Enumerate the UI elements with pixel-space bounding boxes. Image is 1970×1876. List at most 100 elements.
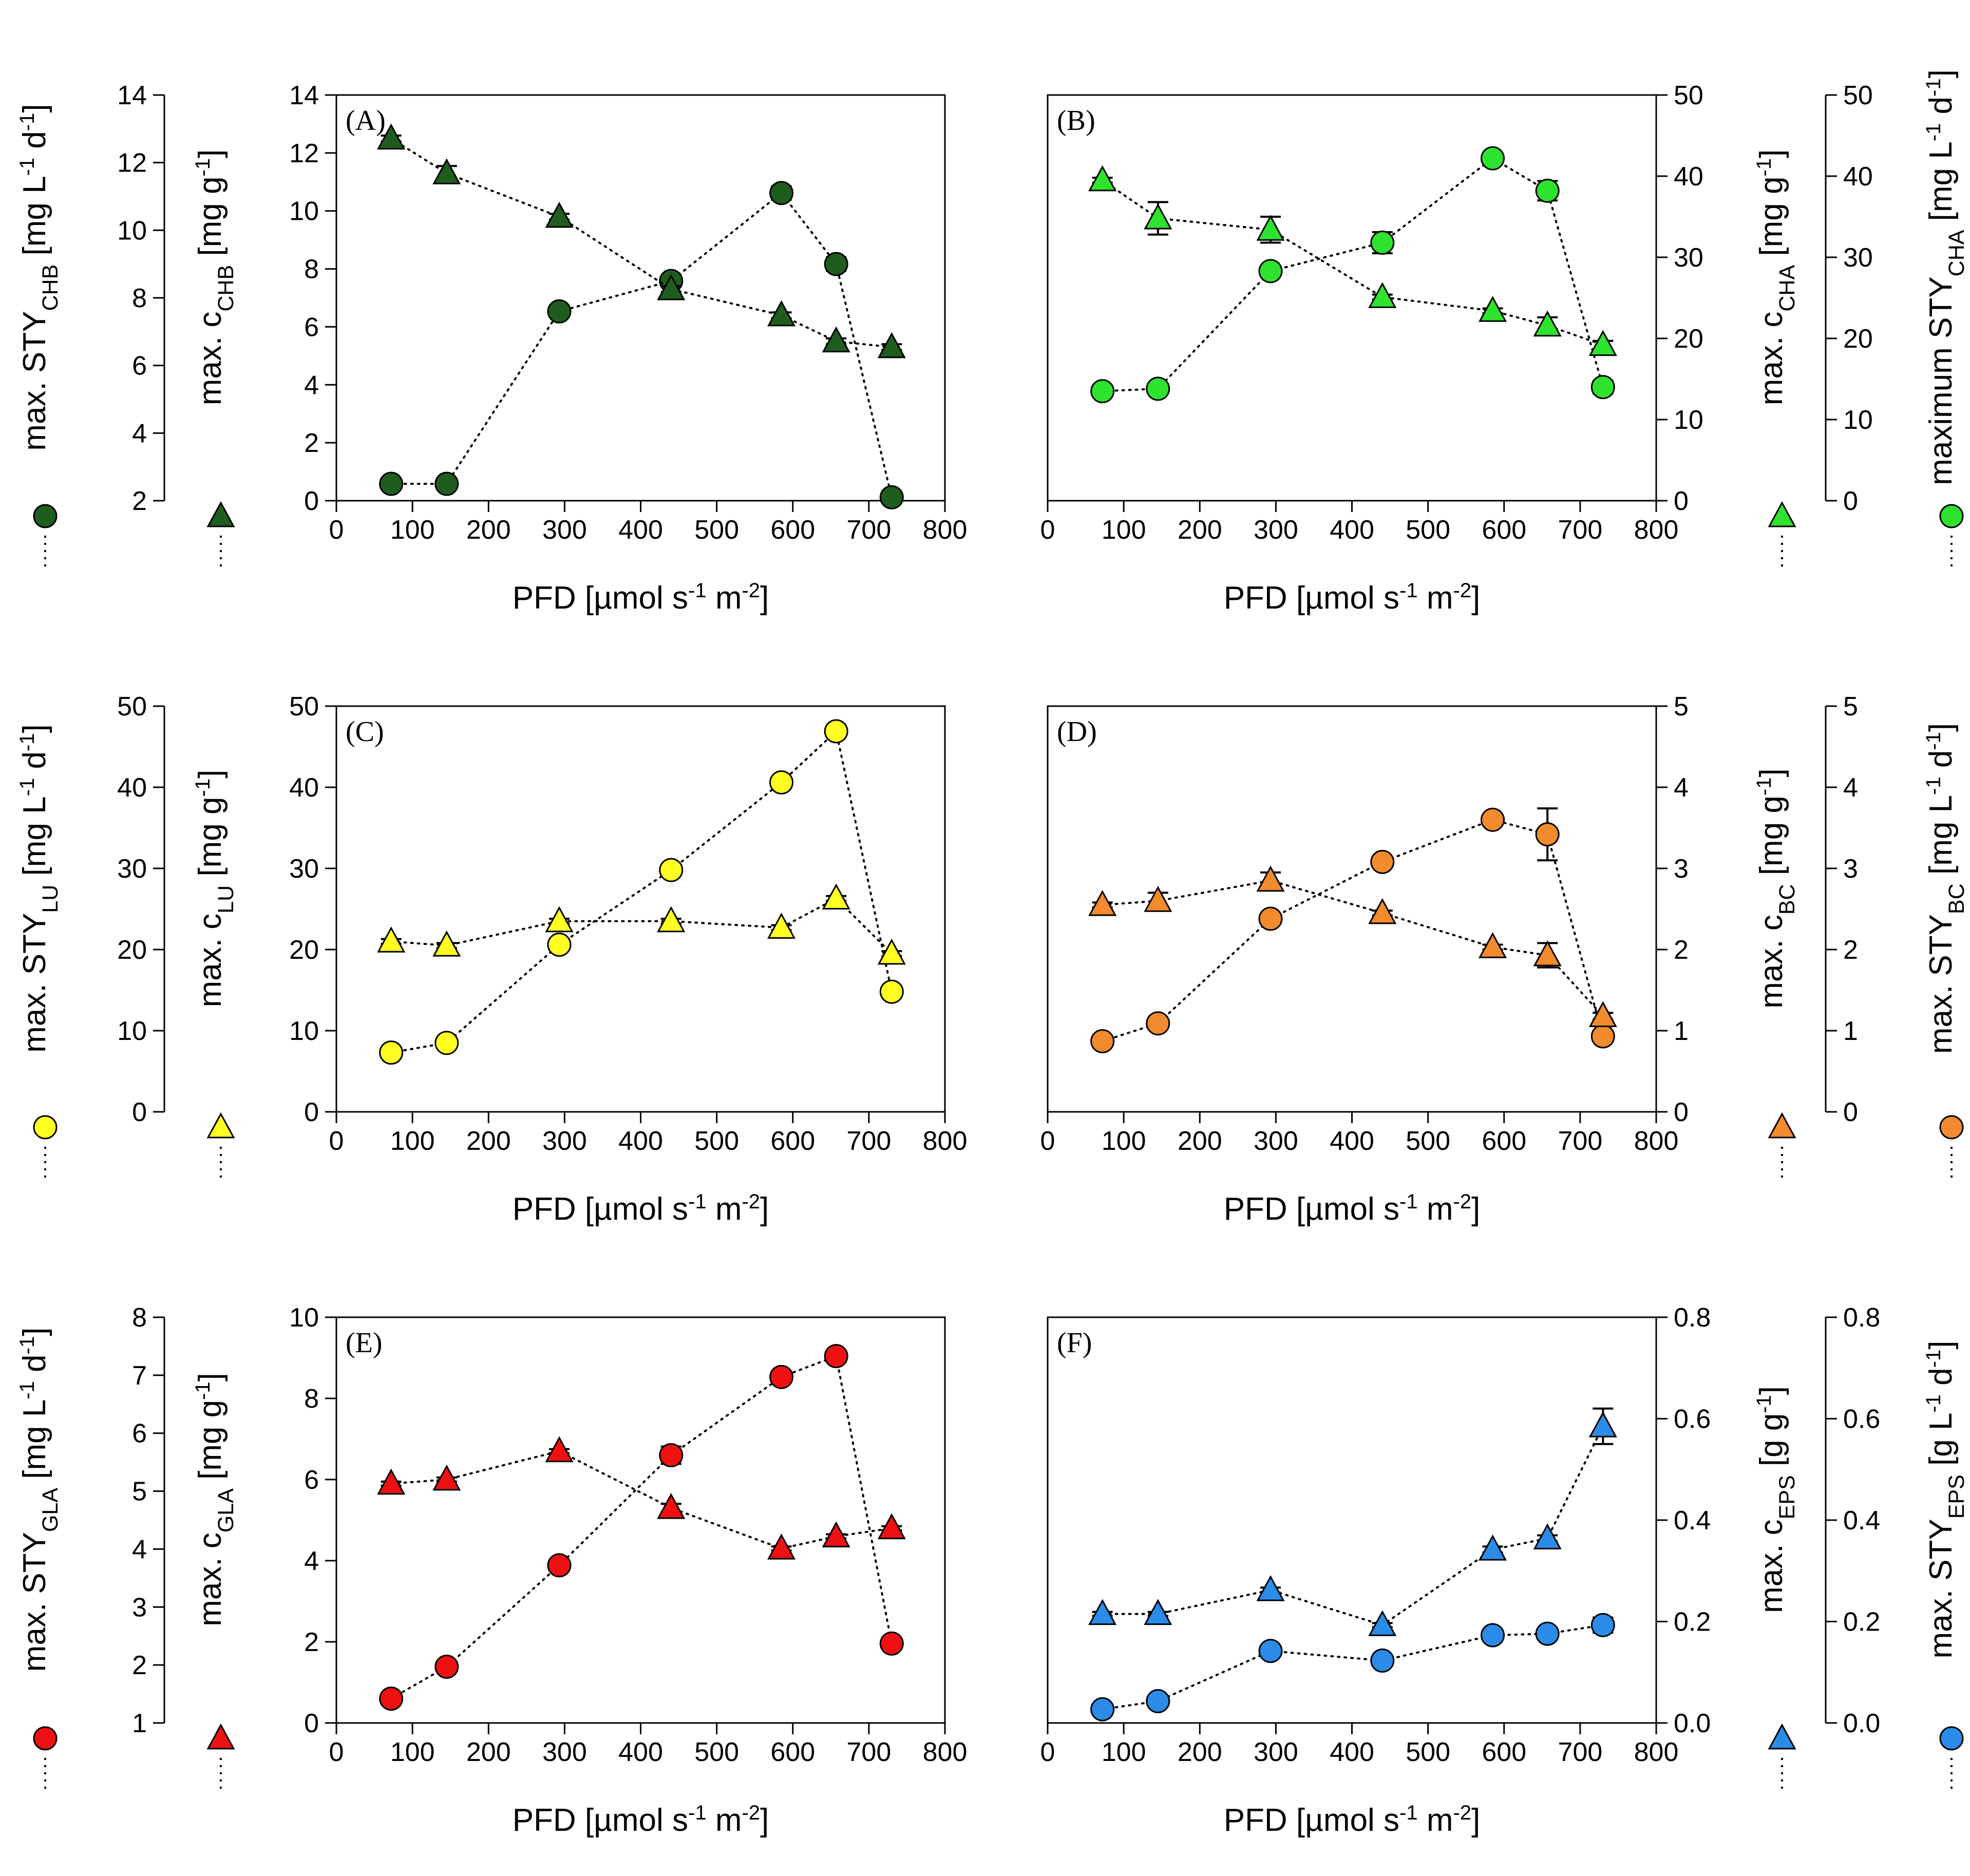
y-tick-label: 10 (289, 197, 319, 226)
data-point-triangle (1368, 282, 1397, 308)
data-point-circle (1590, 1613, 1615, 1637)
y-tick-label: 3 (132, 1593, 147, 1622)
y-tick-label: 0.2 (1843, 1607, 1880, 1637)
legend-triangle-marker (206, 1723, 235, 1750)
x-tick-label: 500 (694, 1126, 739, 1156)
y-axis-label: max. STYEPS [g L-1 d-1] (1922, 1341, 1969, 1659)
data-point-circle (1258, 1639, 1283, 1663)
y-tick-label: 0.8 (1674, 1303, 1711, 1333)
y-axis-label: max. STYGLA [mg L-1 d-1] (16, 1328, 63, 1672)
plot-frame (335, 94, 946, 502)
x-tick-label: 600 (770, 1737, 815, 1767)
data-point-triangle (1368, 1610, 1397, 1636)
data-point-circle (379, 471, 404, 496)
y-axis-label: max. cCHA [mg g-1] (1753, 149, 1799, 406)
x-tick-label: 700 (846, 1126, 891, 1156)
data-point-circle (1258, 906, 1283, 931)
data-point-circle (824, 719, 848, 744)
data-point-circle (1090, 379, 1115, 404)
y-tick-label: 3 (1843, 854, 1858, 884)
data-point-circle (769, 1365, 794, 1389)
sty-axis: 1 2 3 4 5 6 7 8 max. STYGLA [mg L-1 d-1] (16, 1303, 165, 1790)
series-line (1101, 1425, 1604, 1626)
y-tick-label: 0 (1843, 486, 1858, 516)
x-axis-label: PFD [µmol s-1 m-2] (513, 579, 769, 616)
y-tick-label: 40 (1674, 162, 1703, 192)
x-tick-label: 400 (618, 515, 663, 545)
data-point-triangle (1533, 940, 1562, 967)
data-point-circle (879, 979, 904, 1004)
x-tick-label: 800 (1634, 515, 1679, 545)
x-tick-label: 400 (1330, 515, 1374, 545)
x-tick-label: 200 (466, 1737, 511, 1767)
y-tick-label: 0 (1843, 1097, 1858, 1127)
data-point-circle (1590, 1024, 1615, 1049)
data-point-circle (1481, 1623, 1505, 1647)
panel-letter: (B) (1057, 105, 1095, 137)
data-point-triangle (545, 201, 574, 228)
data-point-triangle (1144, 203, 1172, 230)
x-tick-label: 800 (1634, 1126, 1679, 1156)
series-c (1088, 165, 1617, 356)
data-point-triangle (432, 930, 461, 957)
y-tick-label: 4 (132, 419, 147, 448)
y-axis-label: max. cBC [mg g-1] (1753, 768, 1799, 1008)
data-point-triangle (877, 1513, 906, 1540)
data-point-triangle (1256, 1575, 1285, 1601)
x-tick-label: 400 (618, 1737, 663, 1767)
y-tick-label: 0.6 (1674, 1405, 1711, 1434)
y-tick-label: 10 (1843, 405, 1873, 435)
series-c (1088, 865, 1617, 1028)
y-tick-label: 2 (304, 428, 319, 458)
series-c (377, 1436, 906, 1560)
x-tick-label: 600 (770, 1126, 815, 1156)
data-point-triangle (545, 906, 574, 933)
data-point-triangle (377, 926, 406, 953)
c-axis: 0 2 4 6 8 10 12 14 max. cCHB [mg g-1] (192, 81, 336, 567)
series-line (390, 897, 893, 955)
data-point-circle (1146, 1011, 1170, 1036)
data-point-triangle (432, 158, 461, 184)
series-c (377, 123, 906, 358)
c-axis: 0 1 2 3 4 5 max. cBC [mg g-1] (1656, 692, 1799, 1179)
sty-axis: 0 10 20 30 40 50 max. STYLU [mg L-1 d-1] (16, 692, 165, 1179)
y-tick-label: 3 (1674, 854, 1689, 884)
data-point-triangle (822, 1521, 850, 1548)
plot-frame (1047, 94, 1657, 502)
data-point-triangle (377, 123, 406, 150)
panel-letter: (A) (346, 105, 386, 137)
y-tick-label: 1 (1843, 1016, 1858, 1046)
series-line (1101, 179, 1604, 346)
data-point-circle (1370, 849, 1395, 874)
x-axis-label: PFD [µmol s-1 m-2] (513, 1190, 769, 1227)
data-point-circle (659, 1443, 684, 1468)
series-sty (1090, 807, 1615, 1054)
x-tick-label: 0 (1040, 1126, 1055, 1156)
y-tick-label: 10 (289, 1016, 319, 1046)
legend-circle-marker (1939, 1115, 1964, 1140)
legend-sty (33, 1726, 58, 1790)
data-point-triangle (1588, 330, 1617, 356)
data-point-circle (1535, 822, 1560, 847)
y-tick-label: 10 (289, 1303, 319, 1333)
legend-triangle-marker (1768, 501, 1796, 527)
data-point-circle (769, 181, 794, 205)
x-tick-label: 600 (1482, 1126, 1526, 1156)
data-point-triangle (1533, 310, 1562, 337)
y-tick-label: 30 (1843, 243, 1873, 273)
data-point-triangle (545, 1436, 574, 1463)
x-tick-label: 500 (1406, 1126, 1450, 1156)
series-line (390, 192, 893, 499)
y-tick-label: 2 (1843, 935, 1858, 965)
legend-circle-marker (33, 504, 58, 528)
c-axis: 0.0 0.2 0.4 0.6 0.8 max. cEPS [g g-1] (1656, 1303, 1799, 1790)
data-point-triangle (1144, 886, 1172, 912)
panel-letter: (E) (346, 1327, 383, 1359)
x-axis-label: PFD [µmol s-1 m-2] (1224, 579, 1481, 616)
series-c (1088, 1407, 1617, 1636)
series-sty (379, 719, 904, 1065)
series-sty (379, 1344, 904, 1711)
x-tick-label: 600 (770, 515, 815, 545)
series-line (1101, 157, 1604, 392)
